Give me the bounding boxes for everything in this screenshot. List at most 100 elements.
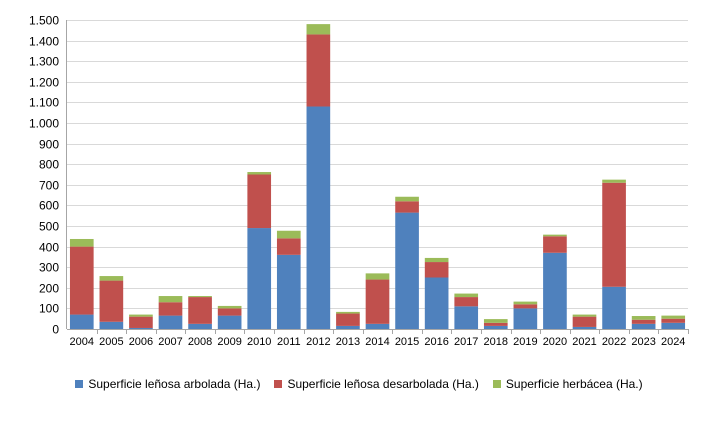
bar-2009-series-3 [217, 305, 242, 309]
bar-2024-series-1 [661, 322, 686, 329]
bar-2010-series-3 [247, 172, 272, 175]
x-tick-label: 2018 [484, 336, 508, 348]
bar-2014-series-3 [365, 273, 390, 280]
bar-2018-series-3 [483, 319, 508, 323]
bar-2017-series-2 [454, 297, 479, 307]
y-tick-label: 1.100 [29, 96, 59, 110]
bar-2004-series-1 [69, 314, 94, 329]
x-tick-label: 2013 [336, 336, 360, 348]
x-tick-label: 2011 [277, 336, 301, 348]
y-tick-label: 300 [39, 261, 59, 275]
bar-2007-series-3 [158, 296, 183, 303]
bar-2014-series-1 [365, 323, 390, 329]
x-tick-label: 2005 [99, 336, 123, 348]
bar-2013-series-3 [336, 311, 360, 314]
y-tick-label: 1.500 [29, 14, 59, 28]
bar-2004-series-2 [69, 246, 94, 315]
bar-2024-series-2 [661, 318, 686, 323]
bar-2023-series-1 [631, 323, 656, 329]
bar-2019-series-1 [513, 308, 538, 329]
bar-2023-series-2 [631, 319, 656, 324]
x-tick-label: 2004 [70, 336, 94, 348]
y-tick-label: 100 [39, 302, 59, 316]
y-tick-label: 400 [39, 241, 59, 255]
bar-2009-series-2 [217, 308, 242, 316]
bar-2005-series-2 [99, 280, 124, 322]
bar-2005-series-3 [99, 276, 124, 281]
bar-2021-series-3 [572, 314, 597, 317]
x-tick-label: 2006 [129, 336, 153, 348]
x-tick-label: 2014 [365, 336, 389, 348]
bar-2018-series-1 [483, 325, 508, 329]
bar-2011-series-1 [276, 254, 301, 329]
x-tick-label: 2022 [602, 336, 626, 348]
bar-2013-series-2 [336, 313, 360, 326]
bar-2007-series-2 [158, 302, 183, 316]
bar-2013-series-1 [336, 325, 360, 329]
x-tick-label: 2017 [454, 336, 478, 348]
legend-swatch-desarbolada [274, 380, 283, 388]
y-tick-label: 900 [39, 138, 59, 152]
bar-2018-series-2 [483, 322, 508, 326]
bar-2012-series-2 [306, 34, 331, 107]
x-tick-label: 2023 [631, 336, 655, 348]
y-tick-label: 1.300 [29, 55, 59, 69]
bar-2016-series-1 [424, 277, 449, 329]
bar-2009-series-1 [217, 315, 242, 329]
bar-2022-series-1 [602, 286, 626, 329]
y-tick-label: 0 [52, 323, 59, 337]
bar-2006-series-1 [129, 327, 153, 329]
legend-item-arbolada: Superficie leñosa arbolada (Ha.) [75, 377, 260, 391]
x-tick-label: 2007 [158, 336, 182, 348]
bar-2017-series-1 [454, 306, 479, 329]
x-tick-label: 2019 [513, 336, 537, 348]
bar-2007-series-1 [158, 315, 183, 329]
bar-2016-series-2 [424, 262, 449, 278]
y-tick-label: 600 [39, 199, 59, 213]
bar-2017-series-3 [454, 293, 479, 298]
y-tick-label: 1.400 [29, 35, 59, 49]
bar-2012-series-3 [306, 24, 331, 35]
x-tick-label: 2009 [217, 336, 241, 348]
bar-2008-series-3 [188, 296, 212, 298]
bar-2015-series-1 [395, 212, 419, 329]
x-tick-label: 2016 [424, 336, 448, 348]
bar-2020-series-1 [543, 252, 567, 329]
legend-swatch-arbolada [75, 380, 84, 388]
bar-2014-series-2 [365, 279, 390, 324]
bar-2010-series-1 [247, 228, 272, 329]
y-tick-label: 800 [39, 158, 59, 172]
bar-2022-series-3 [602, 179, 626, 183]
y-tick-label: 1.200 [29, 76, 59, 90]
legend-item-desarbolada: Superficie leñosa desarbolada (Ha.) [274, 377, 479, 391]
y-tick-label: 200 [39, 282, 59, 296]
x-tick-label: 2010 [247, 336, 271, 348]
bar-2011-series-2 [276, 238, 301, 255]
bar-2010-series-2 [247, 174, 272, 229]
bar-2011-series-3 [276, 230, 301, 239]
bar-2006-series-3 [129, 314, 153, 317]
bar-2015-series-2 [395, 201, 419, 213]
bar-2008-series-1 [188, 323, 212, 329]
bar-2022-series-2 [602, 182, 626, 287]
x-tick-label: 2008 [188, 336, 212, 348]
bar-2006-series-2 [129, 316, 153, 328]
x-tick-label: 2021 [572, 336, 596, 348]
y-tick-label: 1.000 [29, 117, 59, 131]
x-tick-label: 2012 [306, 336, 330, 348]
legend: Superficie leñosa arbolada (Ha.) Superfi… [0, 372, 718, 396]
bar-2008-series-2 [188, 297, 212, 324]
bar-2015-series-3 [395, 196, 419, 202]
x-tick-label: 2020 [543, 336, 567, 348]
legend-label-desarbolada: Superficie leñosa desarbolada (Ha.) [287, 377, 479, 391]
x-tick-label: 2015 [395, 336, 419, 348]
bar-2005-series-1 [99, 321, 124, 329]
y-tick-label: 500 [39, 220, 59, 234]
bar-2019-series-3 [513, 301, 538, 305]
bar-2012-series-1 [306, 106, 331, 330]
legend-label-arbolada: Superficie leñosa arbolada (Ha.) [88, 377, 261, 391]
legend-item-herbacea: Superficie herbácea (Ha.) [492, 377, 643, 391]
bar-2019-series-2 [513, 304, 538, 309]
